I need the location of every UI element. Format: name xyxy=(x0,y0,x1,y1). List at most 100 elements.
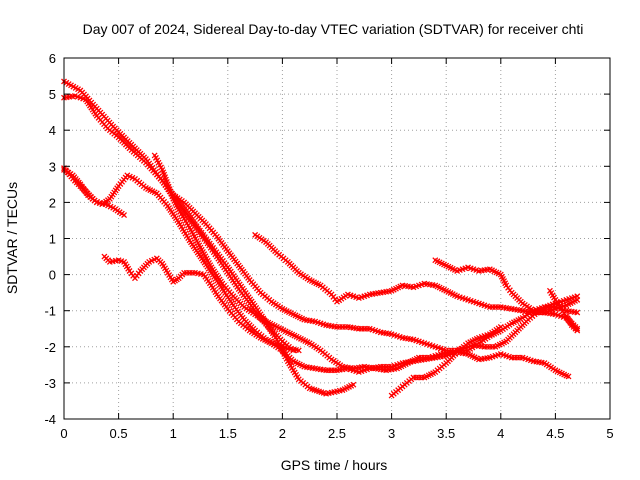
data-point xyxy=(248,329,251,332)
data-point xyxy=(445,264,448,267)
data-point xyxy=(401,284,404,287)
data-point xyxy=(193,212,197,215)
y-tick-label: 3 xyxy=(49,159,56,174)
series-sat-j xyxy=(388,323,504,399)
data-point xyxy=(144,161,148,164)
data-point xyxy=(281,307,284,311)
data-point xyxy=(341,388,344,392)
data-point xyxy=(330,358,333,361)
data-point xyxy=(565,314,568,318)
data-point xyxy=(313,320,317,323)
data-point xyxy=(199,246,202,249)
data-point xyxy=(483,345,486,348)
data-point xyxy=(147,260,151,264)
data-point xyxy=(324,323,328,327)
data-point xyxy=(275,325,279,329)
data-point xyxy=(510,322,513,325)
data-point xyxy=(401,385,404,388)
data-point xyxy=(297,336,300,339)
data-point xyxy=(379,291,382,294)
data-point xyxy=(303,318,306,321)
data-point xyxy=(226,307,229,311)
data-point xyxy=(215,293,219,296)
x-tick-labels: 0 0.5 1 1.5 2 2.5 3 3.5 4 4.5 5 xyxy=(60,426,613,441)
data-point xyxy=(161,168,164,172)
data-point xyxy=(434,345,437,348)
data-point xyxy=(576,295,579,298)
y-tick-label: -4 xyxy=(44,412,56,427)
data-point xyxy=(324,392,328,395)
data-point xyxy=(259,336,262,339)
data-point xyxy=(193,224,197,228)
data-point xyxy=(308,387,311,390)
data-point xyxy=(204,222,208,226)
data-point xyxy=(188,271,191,274)
series-markers xyxy=(101,253,572,380)
data-point xyxy=(412,376,415,379)
data-point xyxy=(95,114,98,117)
data-point xyxy=(177,221,180,224)
data-point xyxy=(172,280,175,284)
data-point xyxy=(79,89,82,92)
data-point xyxy=(297,378,300,381)
data-point xyxy=(346,325,350,329)
data-point xyxy=(188,226,191,229)
data-point xyxy=(210,266,213,269)
data-point xyxy=(133,277,137,280)
data-point xyxy=(445,289,448,293)
data-point xyxy=(505,340,508,343)
data-point xyxy=(275,251,279,255)
data-point xyxy=(122,260,126,264)
data-point xyxy=(330,293,333,296)
data-point xyxy=(155,192,159,195)
data-point xyxy=(232,304,235,307)
grid xyxy=(64,58,610,419)
data-point xyxy=(363,365,366,368)
chart-title: Day 007 of 2024, Sidereal Day-to-day VTE… xyxy=(83,21,584,37)
data-point xyxy=(499,273,502,276)
y-tick-labels: -4 -3 -2 -1 0 1 2 3 4 5 6 xyxy=(44,51,56,427)
y-tick-label: -3 xyxy=(44,376,56,391)
data-point xyxy=(576,329,579,332)
data-point xyxy=(248,278,251,282)
data-point xyxy=(221,287,224,291)
data-point xyxy=(286,347,290,350)
data-point xyxy=(554,369,557,372)
data-point xyxy=(286,360,290,363)
data-point xyxy=(308,278,311,282)
data-point xyxy=(477,336,481,339)
data-point xyxy=(264,240,268,244)
data-point xyxy=(319,284,322,287)
data-point xyxy=(297,271,300,274)
data-point xyxy=(108,260,112,264)
data-point xyxy=(226,249,229,253)
data-point xyxy=(242,305,246,309)
data-point xyxy=(488,267,492,271)
data-point xyxy=(253,233,257,237)
data-point xyxy=(526,318,530,321)
data-point xyxy=(166,183,169,186)
data-point xyxy=(543,305,546,309)
data-point xyxy=(515,329,519,332)
x-tick-label: 0.5 xyxy=(110,426,128,441)
data-point xyxy=(324,369,328,372)
data-point xyxy=(434,258,437,262)
data-point xyxy=(423,376,426,379)
x-tick-label: 1.5 xyxy=(219,426,237,441)
data-point xyxy=(133,177,137,181)
data-point xyxy=(455,351,459,354)
data-point xyxy=(182,271,186,274)
data-point xyxy=(73,179,77,182)
data-point xyxy=(264,320,268,323)
data-point xyxy=(576,311,579,314)
data-point xyxy=(292,313,295,316)
data-point xyxy=(182,201,186,204)
data-point xyxy=(532,309,535,312)
data-point xyxy=(128,147,131,150)
data-point xyxy=(286,331,290,334)
data-point xyxy=(434,370,437,374)
axis-ticks xyxy=(63,57,611,420)
data-point xyxy=(297,349,300,352)
data-point xyxy=(128,269,131,273)
data-point xyxy=(357,370,361,374)
